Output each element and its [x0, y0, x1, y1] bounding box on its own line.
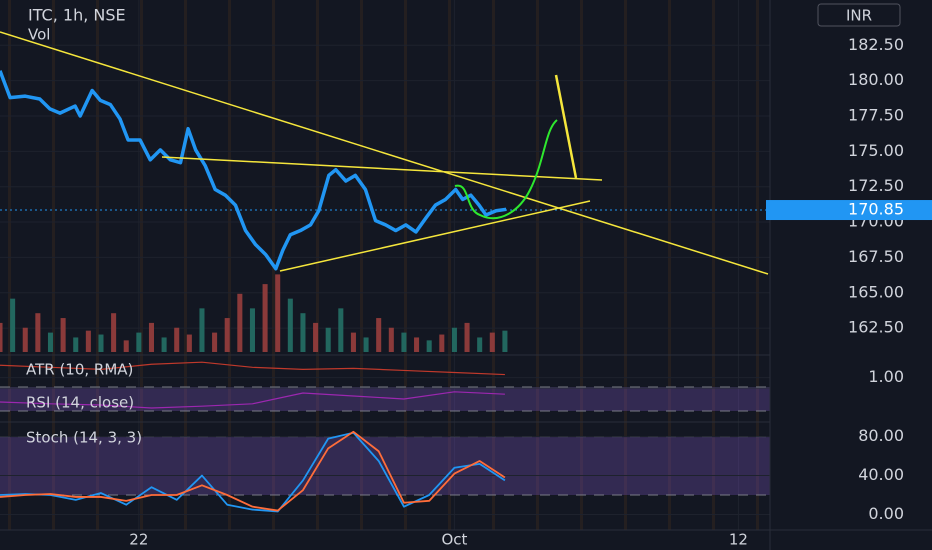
volume-bar — [123, 340, 129, 352]
trendline — [161, 156, 603, 181]
volume-bar — [325, 327, 331, 352]
volume-bar — [98, 334, 104, 352]
volume-bar — [186, 334, 192, 352]
volume-bar — [275, 274, 281, 352]
volume-bar — [10, 298, 16, 352]
y-tick-label: 172.50 — [848, 176, 904, 195]
volume-bar — [388, 327, 394, 352]
y-tick-label: 182.50 — [848, 35, 904, 54]
y-tick-label: 40.00 — [858, 465, 904, 484]
volume-bar — [212, 332, 218, 352]
volume-bar — [489, 332, 495, 352]
volume-bar — [73, 337, 79, 352]
y-tick-label: 167.50 — [848, 247, 904, 266]
last-price-tag — [766, 200, 932, 221]
series-line — [0, 361, 505, 376]
volume-bar — [174, 327, 180, 352]
currency[interactable]: INR — [846, 7, 872, 25]
session-stripe — [624, 0, 627, 530]
volume-bar — [249, 308, 255, 352]
y-tick-label: 1.00 — [868, 367, 904, 386]
y-tick-label: 0.00 — [868, 504, 904, 523]
marks — [0, 70, 508, 513]
stoch-title: Stoch (14, 3, 3) — [26, 429, 142, 447]
y-tick-label: 80.00 — [858, 426, 904, 445]
session-stripe — [228, 0, 231, 530]
series-line — [0, 70, 507, 271]
volume-bar — [350, 332, 356, 352]
volume-bar — [338, 308, 344, 352]
session-stripe — [712, 0, 715, 530]
volume-bar — [502, 330, 508, 352]
x-tick-label: 22 — [129, 531, 148, 549]
chart-title: ITC, 1h, NSE — [28, 6, 126, 25]
volume-bar — [161, 337, 167, 352]
volume-bar — [439, 334, 445, 352]
decorations — [0, 0, 770, 530]
y-tick-label: 165.00 — [848, 282, 904, 301]
session-stripe — [756, 0, 759, 530]
volume-bar — [451, 327, 457, 352]
session-stripe — [536, 0, 539, 530]
y-tick-label: 162.50 — [848, 318, 904, 337]
session-stripe — [360, 0, 363, 530]
rsi-title: RSI (14, close) — [26, 394, 134, 412]
volume-bar — [0, 322, 3, 352]
session-stripe — [580, 0, 583, 530]
projection-curve — [454, 119, 558, 220]
trendlines — [0, 31, 769, 275]
session-stripe — [140, 0, 143, 530]
session-stripe — [492, 0, 495, 530]
volume-bar — [111, 313, 117, 352]
session-stripe — [184, 0, 187, 530]
currency-box[interactable] — [817, 3, 901, 27]
volume-bar — [401, 332, 407, 352]
trendline — [0, 31, 769, 275]
volume-bar — [477, 337, 483, 352]
volume-bar — [300, 313, 306, 352]
volume-bar — [22, 327, 28, 352]
volume-bar — [287, 298, 293, 352]
session-stripe — [668, 0, 671, 530]
last-price-label: 170.85 — [848, 200, 904, 219]
session-stripe — [8, 0, 11, 530]
y-tick-label: 177.50 — [848, 105, 904, 124]
volume-bar — [85, 330, 91, 352]
volume-bar — [60, 318, 66, 352]
trendline — [279, 200, 591, 272]
y-tick-label: 180.00 — [848, 70, 904, 89]
projection-arrow — [554, 74, 578, 179]
volume-label: Vol — [28, 26, 50, 44]
session-stripe — [52, 0, 55, 530]
atr-title: ATR (10, RMA) — [26, 361, 133, 379]
volume-bar — [224, 318, 230, 352]
volume-bar — [376, 318, 382, 352]
volume-bar — [464, 322, 470, 352]
volume-bar — [199, 308, 205, 352]
session-stripe — [404, 0, 407, 530]
y-tick-label: 175.00 — [848, 141, 904, 160]
volume-bar — [237, 293, 243, 352]
session-stripe — [96, 0, 99, 530]
series-line — [0, 430, 506, 512]
session-stripe — [316, 0, 319, 530]
volume-bar — [426, 340, 432, 352]
volume-bar — [35, 313, 41, 352]
volume-bar — [313, 322, 319, 352]
volume-bar — [136, 332, 142, 352]
series-line — [0, 391, 505, 409]
x-tick-label: Oct — [441, 531, 467, 549]
volume-bar — [47, 332, 54, 352]
volume-bar — [262, 284, 268, 352]
volume-bar — [414, 337, 420, 352]
volume-bar — [363, 337, 369, 352]
volume-bar — [148, 322, 154, 352]
x-tick-label: 12 — [729, 531, 748, 549]
session-stripe — [448, 0, 451, 530]
